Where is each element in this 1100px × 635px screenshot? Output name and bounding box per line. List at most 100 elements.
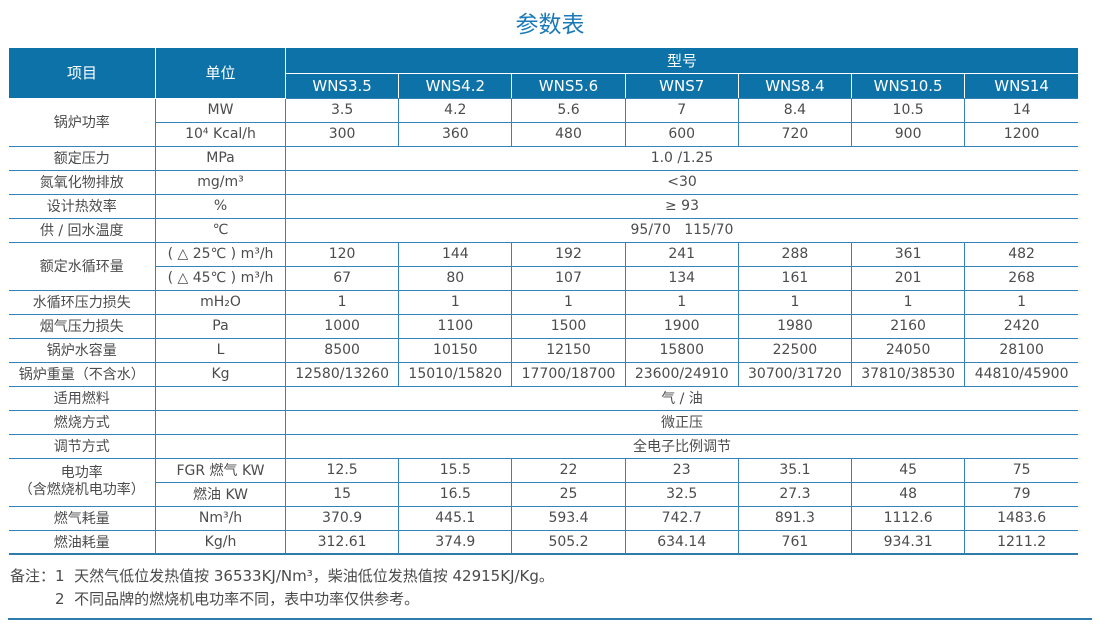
value-cell: 241: [624, 241, 739, 267]
value-cell: 891.3: [737, 505, 853, 531]
row-unit: FGR 燃气 KW: [155, 457, 286, 483]
value-cell: 1112.6: [851, 505, 966, 531]
row-oil-consumption: 燃油耗量 Kg/h 312.61 374.9 505.2 634.14 761 …: [8, 529, 1078, 555]
parameters-table: 项目 单位 型号 WNS3.5 WNS4.2 WNS5.6 WNS7 WNS8.…: [8, 48, 1078, 555]
row-regulation-mode: 调节方式 全电子比例调节: [8, 433, 1078, 459]
row-unit: Kg/h: [155, 529, 286, 555]
value-cell: 16.5: [398, 481, 513, 507]
value-cell-span: 1.0 /1.25: [285, 145, 1078, 171]
value-cell-span: ≥ 93: [285, 193, 1078, 219]
header-model: WNS10.5: [851, 72, 966, 99]
row-boiler-power-kcal: 10⁴ Kcal/h 300 360 480 600 720 900 1200: [9, 121, 1078, 147]
row-label: 燃烧方式: [8, 409, 156, 435]
value-cell: 15010/15820: [398, 361, 513, 387]
row-unit: 燃油 KW: [155, 481, 286, 507]
value-cell: 17700/18700: [511, 361, 626, 387]
value-cell: 900: [851, 121, 966, 147]
row-supply-return-temp: 供 / 回水温度 ℃ 95/70 115/70: [8, 217, 1078, 243]
value-cell: 1211.2: [964, 529, 1078, 555]
value-cell: 634.14: [624, 529, 739, 555]
header-model: WNS4.2: [398, 72, 513, 99]
value-cell: 22: [511, 457, 626, 483]
value-cell: 1900: [624, 313, 739, 339]
row-label: 电功率 （含燃烧机电功率）: [8, 457, 156, 507]
bottom-divider: [8, 618, 1092, 620]
value-cell: 1483.6: [964, 505, 1078, 531]
value-cell: 12.5: [284, 457, 400, 483]
value-cell: 44810/45900: [964, 361, 1078, 387]
value-cell: 161: [737, 265, 853, 291]
row-unit: MW: [155, 97, 286, 123]
value-cell: 12150: [511, 337, 626, 363]
value-cell: 1980: [737, 313, 853, 339]
value-cell: 12580/13260: [284, 361, 400, 387]
header-row-models: WNS3.5 WNS4.2 WNS5.6 WNS7 WNS8.4 WNS10.5…: [9, 72, 1078, 99]
header-model: WNS8.4: [737, 72, 853, 99]
value-cell: 134: [624, 265, 739, 291]
row-label: 适用燃料: [8, 385, 156, 411]
value-cell: 1: [284, 289, 400, 315]
header-model: WNS14: [964, 72, 1078, 99]
row-label: 燃气耗量: [8, 505, 156, 531]
row-boiler-water-volume: 锅炉水容量 L 8500 10150 12150 15800 22500 240…: [8, 337, 1078, 363]
row-unit: mg/m³: [155, 169, 286, 195]
header-model: WNS5.6: [511, 72, 626, 99]
row-boiler-power-mw: 锅炉功率 MW 3.5 4.2 5.6 7 8.4 10.5 14: [8, 97, 1078, 147]
value-cell: 28100: [964, 337, 1078, 363]
value-cell: 1: [737, 289, 853, 315]
value-cell-span: 气 / 油: [285, 385, 1078, 411]
value-cell: 15800: [624, 337, 739, 363]
value-cell: 8500: [284, 337, 400, 363]
row-label: 锅炉功率: [8, 97, 156, 147]
value-cell-span: <30: [285, 169, 1078, 195]
row-unit: Nm³/h: [155, 505, 286, 531]
value-cell: 10150: [398, 337, 513, 363]
value-cell: 144: [398, 241, 513, 267]
header-model-group: 型号: [285, 48, 1078, 74]
value-cell: 1: [398, 289, 513, 315]
value-cell: 201: [851, 265, 966, 291]
value-cell: 1: [851, 289, 966, 315]
row-applicable-fuel: 适用燃料 气 / 油: [8, 385, 1078, 411]
value-cell: 10.5: [851, 97, 966, 123]
row-label: 调节方式: [8, 433, 156, 459]
row-unit: %: [155, 193, 286, 219]
row-unit: [155, 409, 286, 435]
row-unit: ℃: [155, 217, 286, 243]
row-label: 燃油耗量: [8, 529, 156, 555]
value-cell: 2420: [964, 313, 1078, 339]
value-cell: 107: [511, 265, 626, 291]
row-unit: [155, 433, 286, 459]
value-cell: 1: [964, 289, 1078, 315]
footnotes: 备注： 1 天然气低位发热值按 36533KJ/Nm³，柴油低位发热值按 429…: [10, 565, 1100, 611]
value-cell: 742.7: [624, 505, 739, 531]
footnote-line: 1 天然气低位发热值按 36533KJ/Nm³，柴油低位发热值按 42915KJ…: [55, 567, 554, 585]
value-cell: 312.61: [284, 529, 400, 555]
row-unit: MPa: [155, 145, 286, 171]
footnote-line: 2 不同品牌的燃烧机电功率不同，表中功率仅供参考。: [55, 590, 420, 608]
value-cell: 15: [284, 481, 400, 507]
row-nox-emission: 氮氧化物排放 mg/m³ <30: [8, 169, 1078, 195]
row-electric-power-gas: 电功率 （含燃烧机电功率） FGR 燃气 KW 12.5 15.5 22 23 …: [8, 457, 1078, 507]
value-cell: 600: [624, 121, 739, 147]
row-unit: [155, 385, 286, 411]
header-unit: 单位: [155, 48, 286, 99]
row-label: 供 / 回水温度: [8, 217, 156, 243]
row-unit: mH₂O: [155, 289, 286, 315]
value-cell: 288: [737, 241, 853, 267]
row-label: 额定压力: [8, 145, 156, 171]
value-cell: 79: [964, 481, 1078, 507]
row-unit: ( △ 25℃ ) m³/h: [155, 241, 286, 267]
value-cell: 37810/38530: [851, 361, 966, 387]
row-unit: L: [155, 337, 286, 363]
value-cell-span: 95/70 115/70: [285, 217, 1078, 243]
row-label: 锅炉水容量: [8, 337, 156, 363]
row-rated-pressure: 额定压力 MPa 1.0 /1.25: [8, 145, 1078, 171]
value-cell: 14: [964, 97, 1078, 123]
row-label: 设计热效率: [8, 193, 156, 219]
value-cell: 25: [511, 481, 626, 507]
value-cell: 300: [284, 121, 400, 147]
value-cell: 1500: [511, 313, 626, 339]
row-label: 烟气压力损失: [8, 313, 156, 339]
value-cell: 1000: [284, 313, 400, 339]
